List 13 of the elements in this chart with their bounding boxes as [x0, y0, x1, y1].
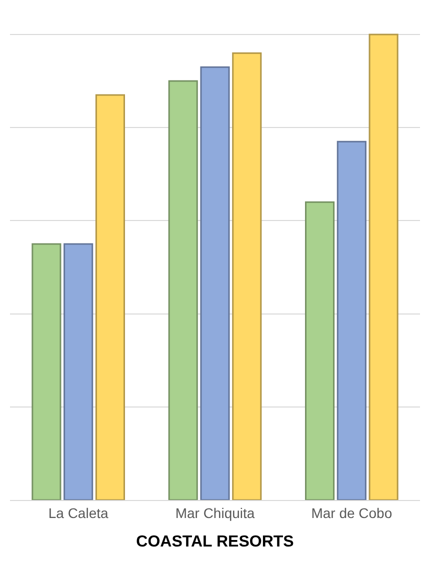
bar — [32, 243, 62, 500]
x-tick-label: Mar de Cobo — [311, 504, 392, 521]
bar — [200, 66, 230, 500]
x-axis-title: COASTAL RESORTS — [136, 534, 294, 550]
x-tick-label: Mar Chiquita — [175, 504, 255, 521]
bar — [336, 140, 366, 500]
bar — [232, 52, 262, 500]
bar — [95, 94, 125, 500]
bar — [64, 243, 94, 500]
bar — [368, 34, 398, 500]
bar — [168, 80, 198, 500]
bar — [305, 201, 335, 500]
x-tick-label: La Caleta — [48, 504, 109, 521]
